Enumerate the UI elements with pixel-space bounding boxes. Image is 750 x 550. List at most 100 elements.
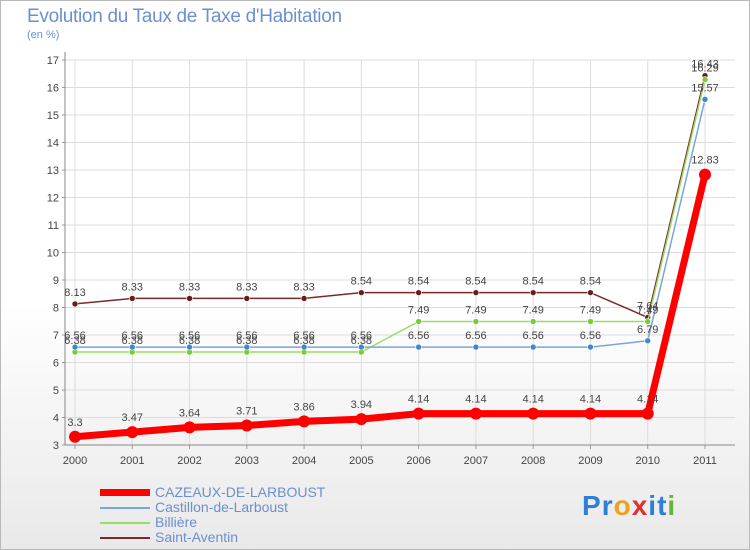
x-tick-label: 2007 xyxy=(464,455,488,467)
data-label: 8.33 xyxy=(122,281,143,293)
data-point xyxy=(701,76,709,83)
y-tick-label: 12 xyxy=(47,193,59,205)
x-tick-label: 2000 xyxy=(63,455,87,467)
y-tick-label: 8 xyxy=(53,303,59,315)
y-tick-label: 16 xyxy=(47,83,59,95)
data-point xyxy=(472,343,480,351)
data-label: 16.29 xyxy=(691,63,719,75)
y-tick-label: 6 xyxy=(53,358,59,370)
data-label: 6.79 xyxy=(637,324,658,336)
data-label: 6.56 xyxy=(465,330,486,342)
data-point xyxy=(243,295,251,302)
data-label: 6.38 xyxy=(122,335,143,347)
y-tick-label: 14 xyxy=(47,138,59,150)
data-point xyxy=(472,289,480,296)
data-labels: 3.3 3.47 3.64 3.71 3.86 3.94 4.14 4.14 4.14 4.14 4… xyxy=(64,59,718,429)
data-label: 8.54 xyxy=(580,276,601,288)
data-label: 4.14 xyxy=(580,394,601,406)
data-point xyxy=(358,343,365,351)
data-point xyxy=(587,289,594,296)
series-line xyxy=(71,171,709,441)
data-point xyxy=(186,343,193,351)
data-label: 3.64 xyxy=(179,407,200,419)
data-label: 6.56 xyxy=(580,330,601,342)
data-label: 6.38 xyxy=(351,335,372,347)
data-label: 6.56 xyxy=(293,330,314,342)
data-point xyxy=(641,407,654,420)
proxiti-logo: Proxiti xyxy=(582,490,676,522)
y-tick-label: 3 xyxy=(53,440,59,452)
y-tick-label: 10 xyxy=(47,248,59,260)
data-label: 8.54 xyxy=(522,276,543,288)
data-label: 7.49 xyxy=(637,305,658,317)
data-label: 3.47 xyxy=(122,412,143,424)
legend-swatch-castillon xyxy=(100,507,150,509)
data-point xyxy=(529,289,537,296)
data-label: 8.33 xyxy=(179,281,200,293)
grid xyxy=(65,59,735,446)
data-label: 6.38 xyxy=(236,335,257,347)
data-label: 3.3 xyxy=(67,417,82,429)
data-label: 8.54 xyxy=(408,276,429,288)
data-point xyxy=(69,430,81,443)
data-label: 8.54 xyxy=(351,276,372,288)
x-tick-label: 2006 xyxy=(406,455,430,467)
y-tick-label: 11 xyxy=(48,220,59,232)
data-point xyxy=(584,407,597,420)
data-point xyxy=(298,415,311,428)
data-label: 4.14 xyxy=(408,394,429,406)
x-tick-label: 2003 xyxy=(235,455,259,467)
data-label: 12.83 xyxy=(691,155,719,167)
data-point xyxy=(644,337,652,345)
x-tick-label: 2002 xyxy=(177,455,201,467)
logo-letter: x xyxy=(631,490,649,521)
data-point xyxy=(183,421,196,434)
data-label: 7.49 xyxy=(580,305,601,317)
data-point xyxy=(699,168,711,181)
y-tick-label: 13 xyxy=(47,165,59,177)
data-point xyxy=(358,289,365,296)
data-point xyxy=(701,96,709,103)
data-point xyxy=(126,426,139,439)
data-point xyxy=(243,343,251,351)
data-label: 6.56 xyxy=(122,330,143,342)
data-point xyxy=(644,318,652,325)
logo-letter: o xyxy=(613,490,632,521)
data-label: 3.94 xyxy=(351,399,372,411)
x-tick-label: 2004 xyxy=(292,455,316,467)
series-line xyxy=(74,98,706,348)
chart-title: Evolution du Taux de Taxe d'Habitation xyxy=(27,6,342,27)
data-label: 8.33 xyxy=(236,281,257,293)
data-label: 6.56 xyxy=(522,330,543,342)
x-tick-label: 2001 xyxy=(120,455,144,467)
logo-letter: i xyxy=(648,490,658,521)
data-point xyxy=(300,343,308,351)
data-point xyxy=(469,407,482,420)
legend-label-billiere: Billière xyxy=(155,514,198,530)
data-label: 4.14 xyxy=(522,394,543,406)
y-tick-label: 7 xyxy=(53,330,59,342)
data-label: 7.49 xyxy=(465,305,486,317)
legend-label-castillon: Castillon-de-Larboust xyxy=(155,499,289,515)
data-label: 7.49 xyxy=(522,305,543,317)
series-layer xyxy=(69,72,711,443)
data-label: 8.13 xyxy=(64,287,85,299)
legend-swatch-cazeaux xyxy=(100,489,150,496)
data-point xyxy=(186,295,193,302)
data-label: 6.56 xyxy=(351,330,372,342)
logo-letter: r xyxy=(601,490,614,521)
logo-letter: i xyxy=(667,490,677,521)
chart-subtitle: (en %) xyxy=(27,29,60,41)
data-point xyxy=(415,343,422,351)
data-point xyxy=(472,318,480,325)
y-tick-label: 15 xyxy=(47,110,59,122)
data-label: 4.14 xyxy=(465,394,486,406)
data-point xyxy=(355,413,368,426)
y-tick-label: 5 xyxy=(53,385,59,397)
data-point xyxy=(529,343,537,351)
line-chart: 3 4 5 6 7 8 9 10 11 12 13 14 15 16 17 2000 2001 2002 2003 2… xyxy=(47,52,735,467)
data-point xyxy=(587,318,594,325)
legend-label-saint-aventin: Saint-Aventin xyxy=(155,529,239,545)
data-point xyxy=(415,289,422,296)
data-label: 3.86 xyxy=(293,401,314,413)
